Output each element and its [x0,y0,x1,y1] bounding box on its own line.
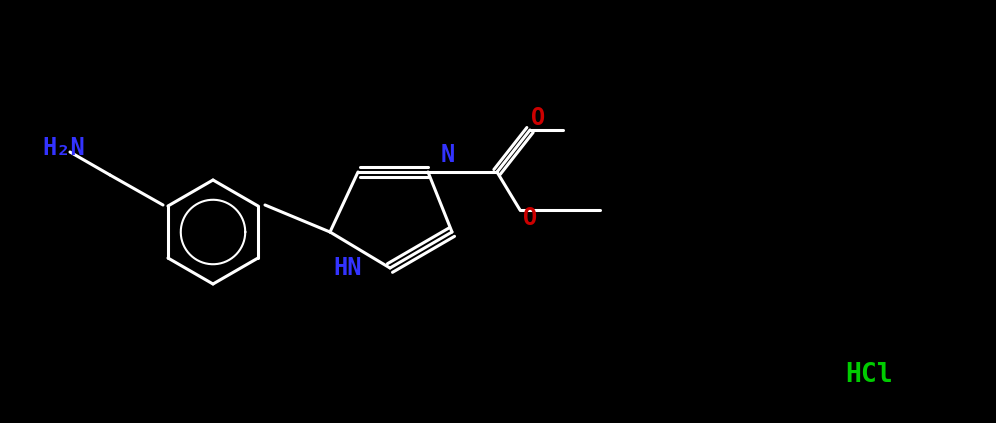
Text: O: O [531,106,545,130]
Text: H₂N: H₂N [42,136,85,160]
Text: N: N [441,143,455,167]
Text: HN: HN [333,256,362,280]
Text: HCl: HCl [845,362,892,388]
Text: O: O [523,206,537,230]
